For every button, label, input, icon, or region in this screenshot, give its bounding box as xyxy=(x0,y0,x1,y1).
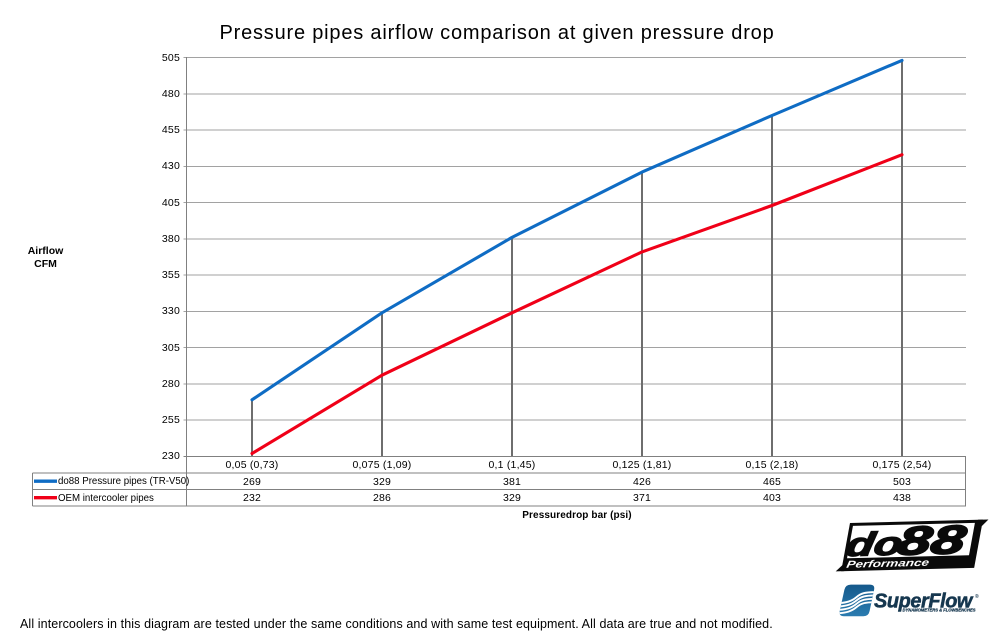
svg-text:®: ® xyxy=(975,593,979,600)
svg-text:SuperFlow: SuperFlow xyxy=(874,590,974,612)
svg-text:88: 88 xyxy=(894,516,971,563)
svg-text:DYNAMOMETERS & FLOWBENCHES: DYNAMOMETERS & FLOWBENCHES xyxy=(903,608,976,613)
svg-text:Performance: Performance xyxy=(845,558,930,571)
svg-text:do: do xyxy=(843,526,906,564)
